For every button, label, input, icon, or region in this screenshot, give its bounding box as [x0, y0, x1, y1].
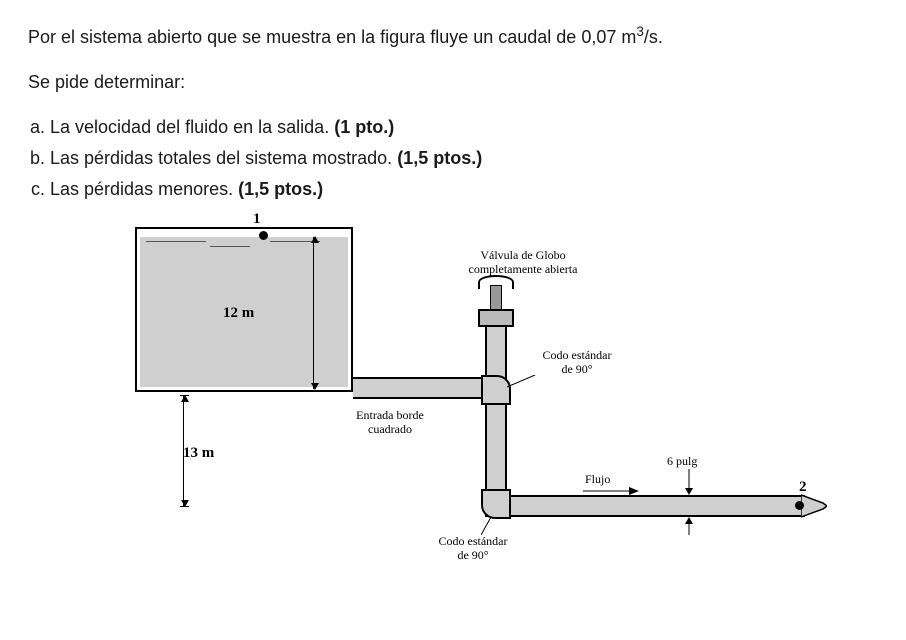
label-valve: Válvula de Globo completamente abierta — [443, 249, 603, 277]
label-entrada: Entrada borde cuadrado — [335, 409, 445, 437]
label-valve-l2: completamente abierta — [443, 263, 603, 277]
label-pipe-diameter: 6 pulg — [667, 455, 697, 469]
label-valve-l1: Válvula de Globo — [443, 249, 603, 263]
item-b-pts: (1,5 ptos.) — [397, 148, 482, 168]
leader-diameter — [684, 469, 694, 495]
point-2-label: 2 — [799, 479, 807, 496]
outlet-nozzle — [801, 493, 827, 519]
leader-codo-bottom — [481, 517, 495, 535]
water-wave — [210, 246, 250, 247]
point-1-dot — [259, 231, 268, 240]
arrow-up-icon — [311, 236, 319, 243]
point-1-label: 1 — [253, 211, 261, 228]
system-figure: 1 12 m 2 13 m Válvula de Globo completam… — [83, 217, 823, 587]
item-c-pts: (1,5 ptos.) — [238, 179, 323, 199]
item-a: La velocidad del fluido en la salida. (1… — [50, 114, 878, 141]
arrow-up-icon — [181, 395, 189, 402]
point-2-dot — [795, 501, 804, 510]
label-entrada-l1: Entrada borde — [335, 409, 445, 423]
label-codo-bot-l2: de 90° — [423, 549, 523, 563]
item-c: Las pérdidas menores. (1,5 ptos.) — [50, 176, 878, 203]
leader-diameter-bottom — [684, 517, 694, 535]
label-flujo: Flujo — [585, 473, 610, 487]
prompt-line: Se pide determinar: — [28, 69, 878, 96]
label-codo-top: Codo estándar de 90° — [527, 349, 627, 377]
intro-text-pre: Por el sistema abierto que se muestra en… — [28, 27, 636, 47]
valve-body — [478, 309, 514, 327]
item-a-text: La velocidad del fluido en la salida. — [50, 117, 334, 137]
label-codo-bot-l1: Codo estándar — [423, 535, 523, 549]
label-13m: 13 m — [183, 445, 214, 462]
leader-codo-top — [507, 375, 537, 389]
item-b-text: Las pérdidas totales del sistema mostrad… — [50, 148, 397, 168]
arrow-down-icon — [311, 383, 319, 390]
label-codo-top-l2: de 90° — [527, 363, 627, 377]
intro-text-post: /s. — [644, 27, 663, 47]
question-list: La velocidad del fluido en la salida. (1… — [28, 114, 878, 203]
flow-arrow-icon — [583, 487, 639, 495]
dim-12m — [313, 237, 314, 389]
pipe-horizontal-bottom — [485, 495, 805, 517]
intro-sup: 3 — [636, 24, 644, 39]
label-codo-bottom: Codo estándar de 90° — [423, 535, 523, 563]
intro-paragraph: Por el sistema abierto que se muestra en… — [28, 24, 878, 51]
elbow-bottom — [481, 489, 511, 519]
valve-stem — [490, 285, 502, 311]
label-entrada-l2: cuadrado — [335, 423, 445, 437]
label-codo-top-l1: Codo estándar — [527, 349, 627, 363]
item-a-pts: (1 pto.) — [334, 117, 394, 137]
label-12m: 12 m — [223, 305, 254, 322]
water-wave — [146, 241, 206, 242]
item-c-text: Las pérdidas menores. — [50, 179, 238, 199]
item-b: Las pérdidas totales del sistema mostrad… — [50, 145, 878, 172]
pipe-vertical — [485, 312, 507, 512]
dim-cap — [180, 506, 189, 507]
